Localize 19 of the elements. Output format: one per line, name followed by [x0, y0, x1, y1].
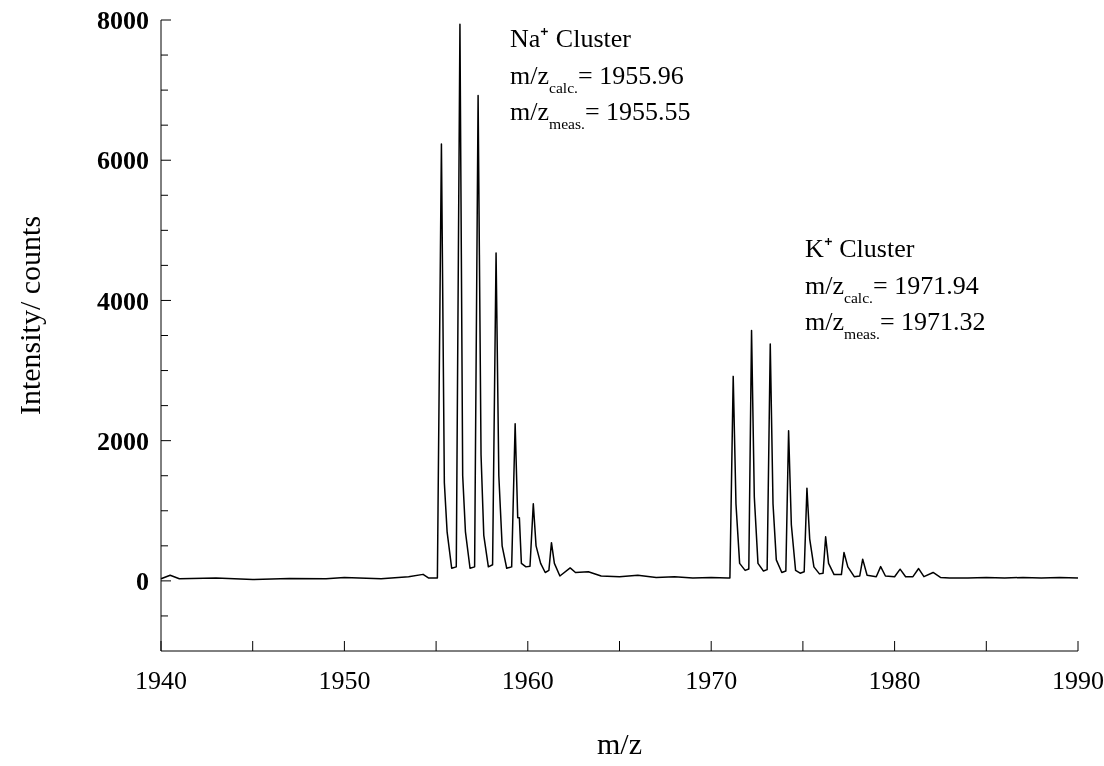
y-tick-label: 8000 [97, 6, 149, 36]
annotation: m/z$_{calc.}$= 1955.96 [510, 61, 684, 96]
x-tick-label: 1950 [318, 666, 371, 695]
annotation: m/z$_{meas.}$= 1971.32 [805, 307, 986, 342]
annotation: Na⁺ Cluster [510, 24, 632, 53]
x-tick-label: 1990 [1052, 666, 1104, 695]
y-axis-title: Intensity/ counts [13, 215, 46, 416]
y-tick-label: 2000 [97, 426, 149, 456]
annotation: m/z$_{meas.}$= 1955.55 [510, 97, 691, 132]
x-tick-label: 1980 [868, 666, 921, 695]
x-tick-label: 1970 [685, 666, 738, 695]
x-tick-label: 1960 [501, 666, 554, 695]
y-tick-label: 6000 [97, 146, 149, 176]
annotation: m/z$_{calc.}$= 1971.94 [805, 271, 979, 306]
y-tick-label: 4000 [97, 286, 149, 316]
annotation: K⁺ Cluster [805, 234, 915, 263]
y-tick-label: 0 [136, 566, 149, 596]
x-axis-title: m/z [597, 727, 642, 760]
x-tick-label: 1940 [135, 666, 187, 695]
